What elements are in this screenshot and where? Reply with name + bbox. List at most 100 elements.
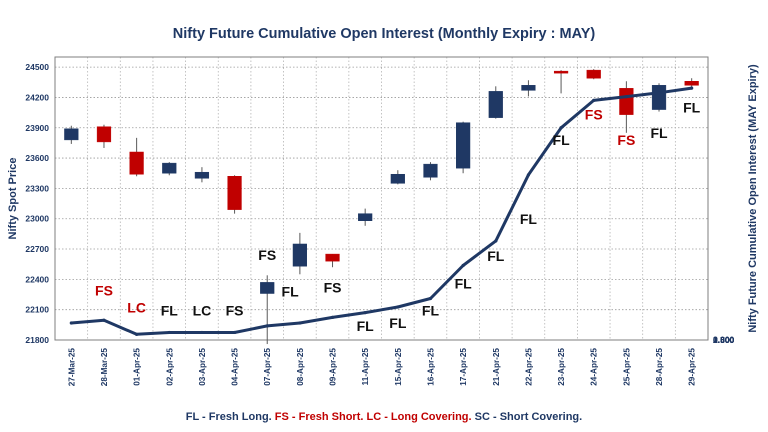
candle-body (129, 151, 144, 175)
open-interest-point (69, 321, 73, 325)
x-tick-label: 22-Apr-25 (524, 348, 533, 386)
candle-body (553, 70, 569, 74)
open-interest-point (298, 321, 302, 325)
open-interest-point (494, 239, 498, 243)
candle-body (488, 91, 503, 118)
candle-body (423, 163, 438, 178)
open-interest-point (396, 305, 400, 309)
x-tick-label: 16-Apr-25 (426, 348, 435, 386)
candle-body (456, 122, 471, 169)
open-interest-point (200, 330, 204, 335)
x-tick-label: 25-Apr-25 (622, 348, 631, 386)
x-tick-label: 23-Apr-25 (557, 348, 566, 386)
legend-entry: FS - Fresh Short. (272, 411, 364, 423)
legend-entry: SC - Short Covering. (472, 411, 583, 423)
candle-body (521, 85, 536, 91)
annotation-label: FS (324, 279, 342, 295)
x-tick-label: 29-Apr-25 (688, 348, 697, 386)
annotation-label: FL (357, 318, 375, 334)
candle-body (227, 176, 242, 210)
candle-body (619, 88, 634, 115)
legend-entry: LC - Long Covering. (363, 411, 471, 423)
open-interest-point (232, 330, 237, 335)
candle-body (96, 126, 112, 143)
annotation-label: FS (585, 107, 603, 123)
open-interest-point (461, 263, 465, 268)
annotation-label: FS (258, 247, 276, 263)
x-tick-label: 28-Mar-25 (100, 348, 109, 387)
annotation-label: FL (161, 303, 179, 319)
candle-body (64, 128, 79, 141)
open-interest-point (363, 311, 367, 315)
candle-body (586, 69, 601, 79)
candle-body (162, 162, 177, 174)
annotation-label: FL (389, 315, 407, 331)
annotation-label: FS (226, 303, 244, 319)
open-interest-point (624, 95, 628, 99)
x-tick-label: 04-Apr-25 (231, 348, 240, 386)
open-interest-line (71, 86, 692, 336)
annotation-label: FS (617, 132, 635, 148)
x-tick-label: 27-Mar-25 (67, 348, 76, 387)
y-right-tick-label: 0.500 (713, 335, 735, 345)
plot-border (54, 56, 709, 341)
candle-body (194, 171, 210, 179)
x-tick-label: 08-Apr-25 (296, 348, 305, 386)
x-tick-label: 09-Apr-25 (329, 348, 338, 386)
y-right-tick-label: 1.500 (713, 335, 735, 345)
open-interest-point (167, 330, 171, 335)
y-right-axis-title: Nifty Future Cumulative Open Interest (M… (747, 64, 759, 333)
x-tick-label: 01-Apr-25 (133, 348, 142, 386)
y-left-tick-label: 24500 (25, 62, 49, 72)
candle-body (390, 173, 405, 184)
open-interest-point (559, 126, 563, 130)
candle-body (260, 282, 275, 294)
annotation-label: FL (520, 211, 538, 227)
y-left-tick-label: 22100 (25, 305, 49, 315)
open-interest-point (330, 315, 335, 319)
chart-title: Nifty Future Cumulative Open Interest (M… (173, 26, 596, 42)
open-interest-point (690, 86, 694, 90)
y-left-tick-label: 23600 (25, 153, 49, 163)
x-tick-label: 28-Apr-25 (655, 348, 664, 386)
y-right-tick-label: 3.000 (713, 335, 735, 345)
open-interest-point (265, 324, 269, 328)
candle-body (651, 85, 667, 110)
annotation-label: FL (553, 132, 571, 148)
candle-body (292, 243, 307, 267)
legend-entry: FL - Fresh Long. (186, 411, 272, 423)
open-interest-point (428, 296, 433, 301)
annotation-label: FL (455, 275, 473, 291)
candle-body (684, 81, 699, 86)
x-tick-label: 21-Apr-25 (492, 348, 501, 386)
y-left-tick-label: 24200 (25, 92, 49, 102)
annotation-label: FL (650, 125, 668, 141)
candle-body (325, 253, 340, 262)
open-interest-point (102, 318, 106, 322)
y-right-tick-label: 0.000 (713, 335, 735, 345)
annotation-label: FL (282, 284, 300, 300)
x-tick-label: 24-Apr-25 (590, 348, 599, 386)
open-interest-point (135, 332, 139, 336)
annotation-label: LC (127, 300, 146, 316)
y-left-tick-label: 23000 (25, 214, 49, 224)
x-tick-label: 02-Apr-25 (165, 348, 174, 386)
y-right-tick-label: 2.500 (713, 335, 735, 345)
open-interest-point (657, 91, 661, 95)
annotation-label: FL (683, 100, 701, 116)
y-left-axis-title: Nifty Spot Price (7, 158, 19, 240)
y-right-tick-label: 2.000 (713, 335, 735, 345)
y-left-tick-label: 23300 (25, 183, 49, 193)
y-left-tick-label: 22400 (25, 274, 49, 284)
open-interest-point (592, 98, 596, 102)
x-tick-label: 03-Apr-25 (198, 348, 207, 386)
x-tick-label: 07-Apr-25 (263, 348, 272, 386)
x-tick-label: 17-Apr-25 (459, 348, 468, 386)
y-left-tick-label: 22700 (25, 244, 49, 254)
annotation-label: FL (487, 248, 505, 264)
x-tick-label: 11-Apr-25 (361, 348, 370, 386)
annotation-label: LC (193, 303, 212, 319)
annotation-label: FS (95, 283, 113, 299)
y-left-tick-label: 21800 (25, 335, 49, 345)
